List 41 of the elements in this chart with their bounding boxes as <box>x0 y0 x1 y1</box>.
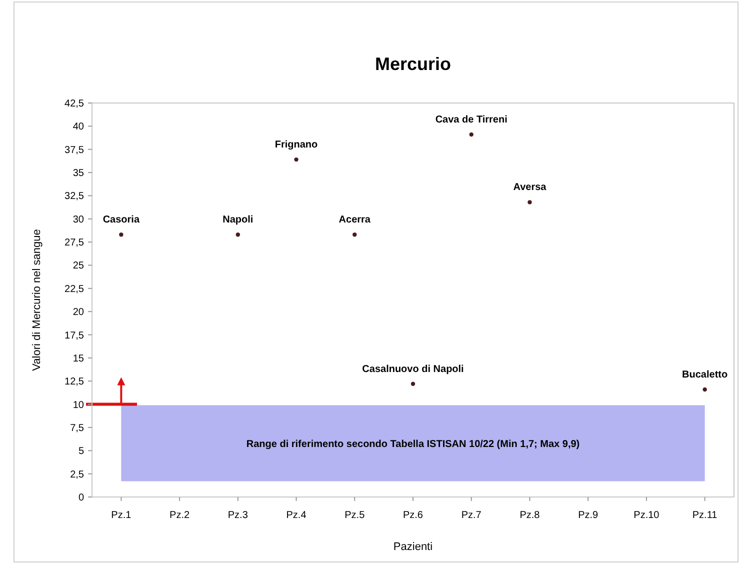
y-tick-label: 42,5 <box>64 98 84 110</box>
chart-title: Mercurio <box>374 54 452 74</box>
y-tick-label: 20 <box>72 307 84 318</box>
x-tick-label: Pz.7 <box>461 510 482 521</box>
y-tick-label: 7,5 <box>70 422 84 434</box>
y-tick-label: 12,5 <box>64 376 84 388</box>
annotation: Aversa <box>513 182 547 194</box>
x-tick-label: Pz.5 <box>344 510 366 521</box>
y-tick-label: 5 <box>78 446 84 458</box>
annotation: Casalnuovo di Napoli <box>362 364 464 375</box>
x-tick-label: Pz.4 <box>286 510 307 521</box>
x-tick-label: Pz.1 <box>111 510 132 521</box>
y-tick-label: 40 <box>72 122 84 133</box>
annotation: Bucaletto <box>682 369 728 380</box>
y-tick-label: 15 <box>72 353 84 364</box>
y-tick-label: 32,5 <box>64 191 84 202</box>
annotation: Casoria <box>102 214 140 226</box>
x-tick-label: Pz.9 <box>578 510 599 521</box>
annotation: Frignano <box>274 140 318 151</box>
x-tick-label: Pz.8 <box>520 510 540 521</box>
y-tick-label: 0 <box>78 492 84 504</box>
x-tick-label: Pz.2 <box>170 510 190 521</box>
x-tick-label: Pz.6 <box>402 510 424 521</box>
x-tick-label: Pz.11 <box>692 510 718 521</box>
y-tick-label: 22,5 <box>64 284 84 295</box>
y-tick-label: 37,5 <box>64 144 84 156</box>
x-axis-title: Pazienti <box>393 541 433 553</box>
annotation: Napoli <box>222 214 254 226</box>
y-tick-label: 10 <box>72 400 84 411</box>
x-tick-label: Pz.3 <box>228 510 248 521</box>
y-tick-label: 27,5 <box>64 238 84 249</box>
x-tick-label: Pz.10 <box>634 510 660 521</box>
y-tick-label: 35 <box>72 168 84 180</box>
y-axis-title: Valori di Mercurio nel sangue <box>31 229 43 371</box>
y-tick-label: 30 <box>72 214 84 226</box>
y-tick-label: 2,5 <box>70 469 84 480</box>
annotation: Cava de Tirreni <box>435 114 508 126</box>
y-tick-label: 17,5 <box>64 330 84 342</box>
annotation: Acerra <box>338 214 371 226</box>
y-tick-label: 25 <box>72 260 84 272</box>
band-label: Range di riferimento secondo Tabella ISTISAN 10/22 (Min 1,7; Max 9,9) <box>246 439 580 450</box>
